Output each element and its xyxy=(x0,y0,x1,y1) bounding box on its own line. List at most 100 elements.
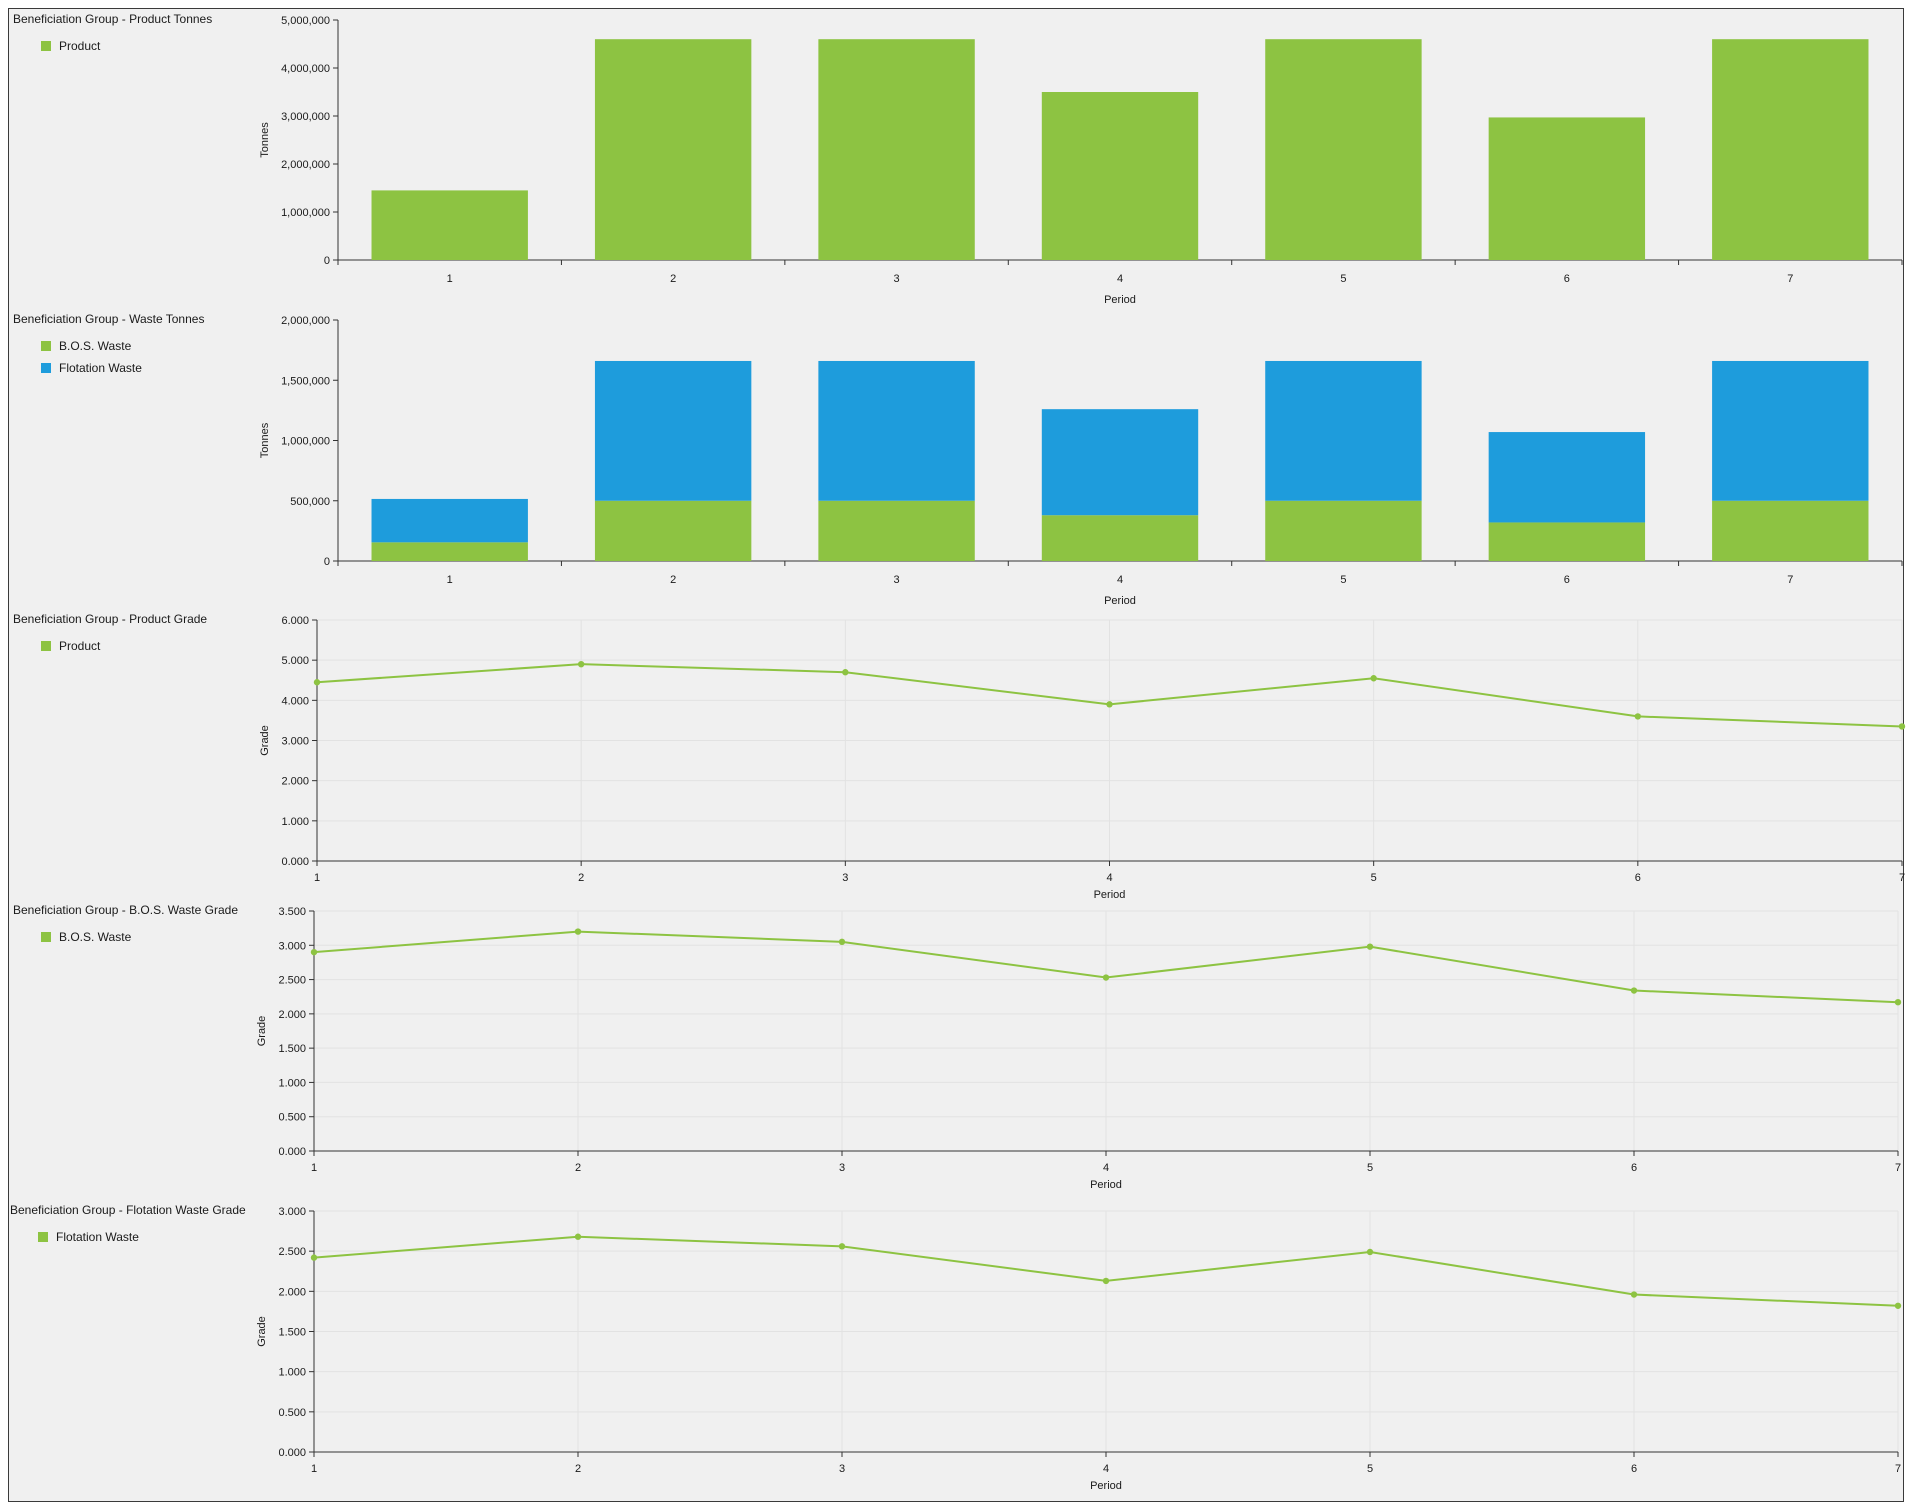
y-tick-label: 2.500 xyxy=(278,1246,306,1258)
x-tick-label: 3 xyxy=(842,872,848,884)
x-tick-label: 5 xyxy=(1340,273,1346,285)
y-tick-label: 2.000 xyxy=(278,1286,306,1298)
bar xyxy=(1488,432,1646,523)
legend-label: B.O.S. Waste xyxy=(59,930,132,944)
y-tick-label: 0 xyxy=(324,255,330,267)
bar xyxy=(1488,117,1646,260)
x-tick-label: 5 xyxy=(1367,1162,1373,1174)
y-tick-label: 2.500 xyxy=(278,975,306,987)
chart-title: Beneficiation Group - Flotation Waste Gr… xyxy=(10,1203,246,1217)
data-point xyxy=(1898,723,1906,730)
data-point xyxy=(313,679,321,686)
y-tick-label: 4.000 xyxy=(281,695,309,707)
y-tick-label: 0.500 xyxy=(278,1407,306,1419)
y-tick-label: 3.000 xyxy=(278,940,306,952)
x-tick-label: 5 xyxy=(1371,872,1377,884)
bar xyxy=(1712,500,1869,561)
x-tick-label: 7 xyxy=(1787,273,1793,285)
y-tick-label: 1.000 xyxy=(278,1077,306,1089)
bar xyxy=(1712,360,1869,501)
legend-label: B.O.S. Waste xyxy=(59,339,132,353)
y-tick-label: 2,000,000 xyxy=(281,159,330,171)
x-tick-label: 6 xyxy=(1631,1463,1637,1475)
y-tick-label: 1.000 xyxy=(278,1367,306,1379)
y-axis-label: Tonnes xyxy=(259,122,271,158)
legend-swatch xyxy=(41,363,51,373)
chart-title: Beneficiation Group - Product Grade xyxy=(13,612,208,626)
x-tick-label: 4 xyxy=(1117,273,1123,285)
x-tick-label: 5 xyxy=(1340,574,1346,586)
x-tick-label: 1 xyxy=(311,1463,317,1475)
x-tick-label: 1 xyxy=(447,273,453,285)
legend-item: Product xyxy=(41,39,100,53)
data-point xyxy=(1634,713,1642,720)
bar xyxy=(818,39,975,261)
x-tick-label: 4 xyxy=(1103,1463,1109,1475)
legend-item: Product xyxy=(41,639,100,653)
chart-title: Beneficiation Group - Product Tonnes xyxy=(13,12,213,26)
data-point xyxy=(1894,999,1902,1006)
bar xyxy=(371,190,528,260)
legend-swatch xyxy=(41,641,51,651)
y-tick-label: 1.500 xyxy=(278,1327,306,1339)
x-tick-label: 4 xyxy=(1106,872,1112,884)
x-tick-label: 1 xyxy=(447,574,453,586)
bar xyxy=(594,500,752,561)
x-tick-label: 2 xyxy=(575,1463,581,1475)
bar xyxy=(1265,360,1422,501)
data-point xyxy=(1106,701,1113,708)
bar xyxy=(594,360,752,501)
data-point xyxy=(310,948,318,956)
bar xyxy=(371,542,528,561)
y-axis-label: Tonnes xyxy=(259,422,271,458)
data-point xyxy=(1366,943,1374,950)
legend-item: Flotation Waste xyxy=(38,1230,139,1244)
x-tick-label: 2 xyxy=(575,1162,581,1174)
y-tick-label: 0.000 xyxy=(278,1146,306,1158)
x-tick-label: 2 xyxy=(578,872,584,884)
legend-swatch xyxy=(41,932,51,942)
x-tick-label: 2 xyxy=(670,574,676,586)
y-tick-label: 1,000,000 xyxy=(281,436,330,448)
legend-label: Product xyxy=(59,39,101,53)
x-tick-label: 5 xyxy=(1367,1463,1373,1475)
data-point xyxy=(1102,1277,1110,1285)
y-tick-label: 500,000 xyxy=(290,496,330,508)
x-tick-label: 7 xyxy=(1895,1463,1901,1475)
bar xyxy=(594,39,752,261)
y-tick-label: 0.000 xyxy=(281,856,309,868)
y-tick-label: 1,500,000 xyxy=(281,375,330,387)
bar xyxy=(1488,522,1646,561)
y-tick-label: 3.000 xyxy=(278,1206,306,1218)
x-tick-label: 6 xyxy=(1564,273,1570,285)
bar xyxy=(371,498,528,543)
bar xyxy=(1041,409,1199,516)
y-tick-label: 2.000 xyxy=(281,776,309,788)
y-tick-label: 6.000 xyxy=(281,615,309,627)
data-point xyxy=(1366,1248,1374,1256)
data-point xyxy=(574,1233,582,1240)
data-point xyxy=(577,660,585,668)
legend-swatch xyxy=(41,341,51,351)
y-axis-label: Grade xyxy=(256,1316,268,1347)
x-tick-label: 3 xyxy=(894,273,900,285)
y-tick-label: 1.000 xyxy=(281,816,309,828)
y-tick-label: 0.000 xyxy=(278,1447,306,1459)
y-tick-label: 3,000,000 xyxy=(281,111,330,123)
y-tick-label: 1.500 xyxy=(278,1043,306,1055)
x-axis-label: Period xyxy=(1104,294,1136,306)
x-tick-label: 7 xyxy=(1899,872,1905,884)
y-tick-label: 3.000 xyxy=(281,736,309,748)
y-tick-label: 3.500 xyxy=(278,906,306,918)
y-tick-label: 2,000,000 xyxy=(281,315,330,327)
y-tick-label: 5,000,000 xyxy=(281,15,330,27)
data-point xyxy=(1630,1291,1638,1298)
data-point xyxy=(1894,1302,1902,1309)
chart-title: Beneficiation Group - B.O.S. Waste Grade xyxy=(13,903,238,917)
x-tick-label: 1 xyxy=(314,872,320,884)
bar xyxy=(1041,515,1199,561)
data-point xyxy=(1370,675,1377,682)
